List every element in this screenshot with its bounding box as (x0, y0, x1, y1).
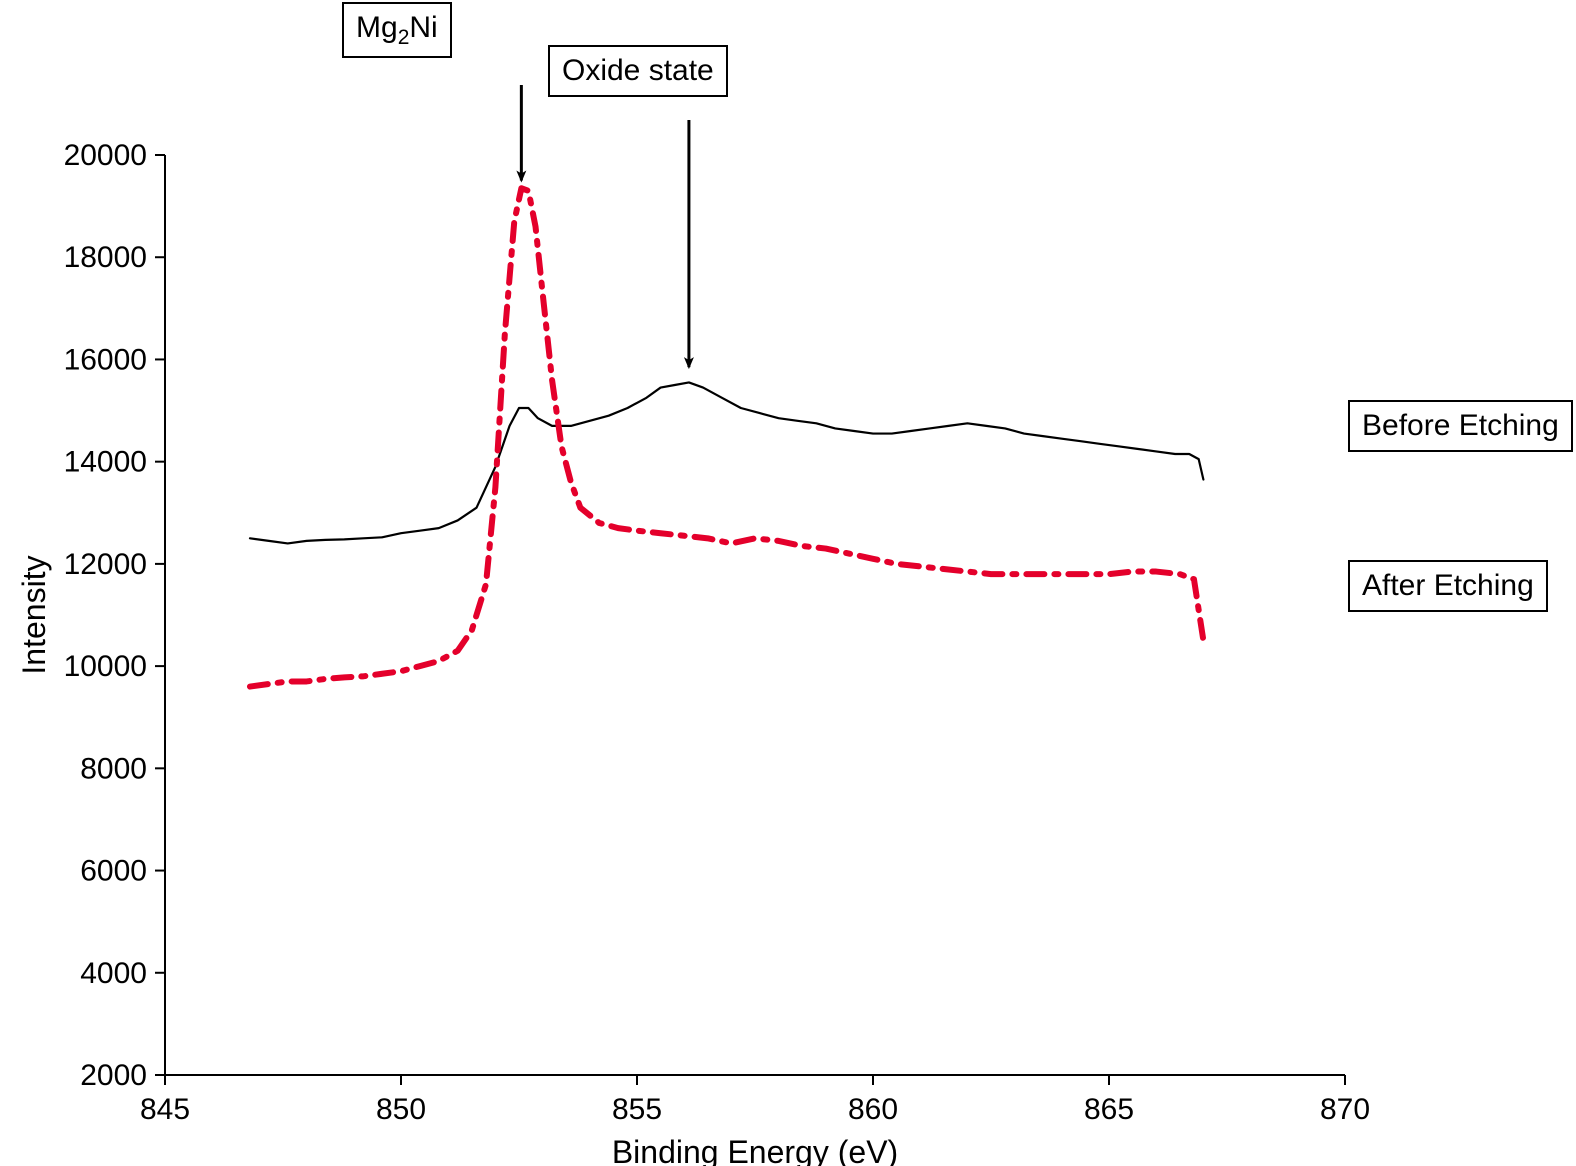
annotation-mg2ni: Mg2Ni (342, 2, 452, 58)
y-tick-label: 2000 (80, 1059, 147, 1092)
y-tick-label: 20000 (64, 139, 147, 172)
annotation-before-etching: Before Etching (1348, 400, 1573, 452)
y-tick-label: 6000 (80, 855, 147, 888)
annotation-oxide-state: Oxide state (548, 45, 728, 97)
y-axis-label: Intensity (16, 555, 52, 674)
x-tick-label: 845 (140, 1093, 190, 1126)
x-tick-label: 870 (1320, 1093, 1370, 1126)
x-tick-label: 855 (612, 1093, 662, 1126)
chart-svg: 845 850 855 860 865 870 Binding Energy (eV) 200… (0, 0, 1576, 1166)
y-tick-label: 4000 (80, 957, 147, 990)
x-tick-label: 850 (376, 1093, 426, 1126)
x-tick-label: 860 (848, 1093, 898, 1126)
y-tick-label: 14000 (64, 446, 147, 479)
x-tick-label: 865 (1084, 1093, 1134, 1126)
y-tick-label: 18000 (64, 241, 147, 274)
y-tick-label: 16000 (64, 343, 147, 376)
x-axis-label: Binding Energy (eV) (612, 1134, 898, 1166)
annotation-after-etching: After Etching (1348, 560, 1548, 612)
y-tick-label: 10000 (64, 650, 147, 683)
xps-spectrum-figure: 845 850 855 860 865 870 Binding Energy (eV) 200… (0, 0, 1576, 1166)
series-before_etching (250, 382, 1203, 543)
y-tick-label: 12000 (64, 548, 147, 581)
y-tick-label: 8000 (80, 752, 147, 785)
